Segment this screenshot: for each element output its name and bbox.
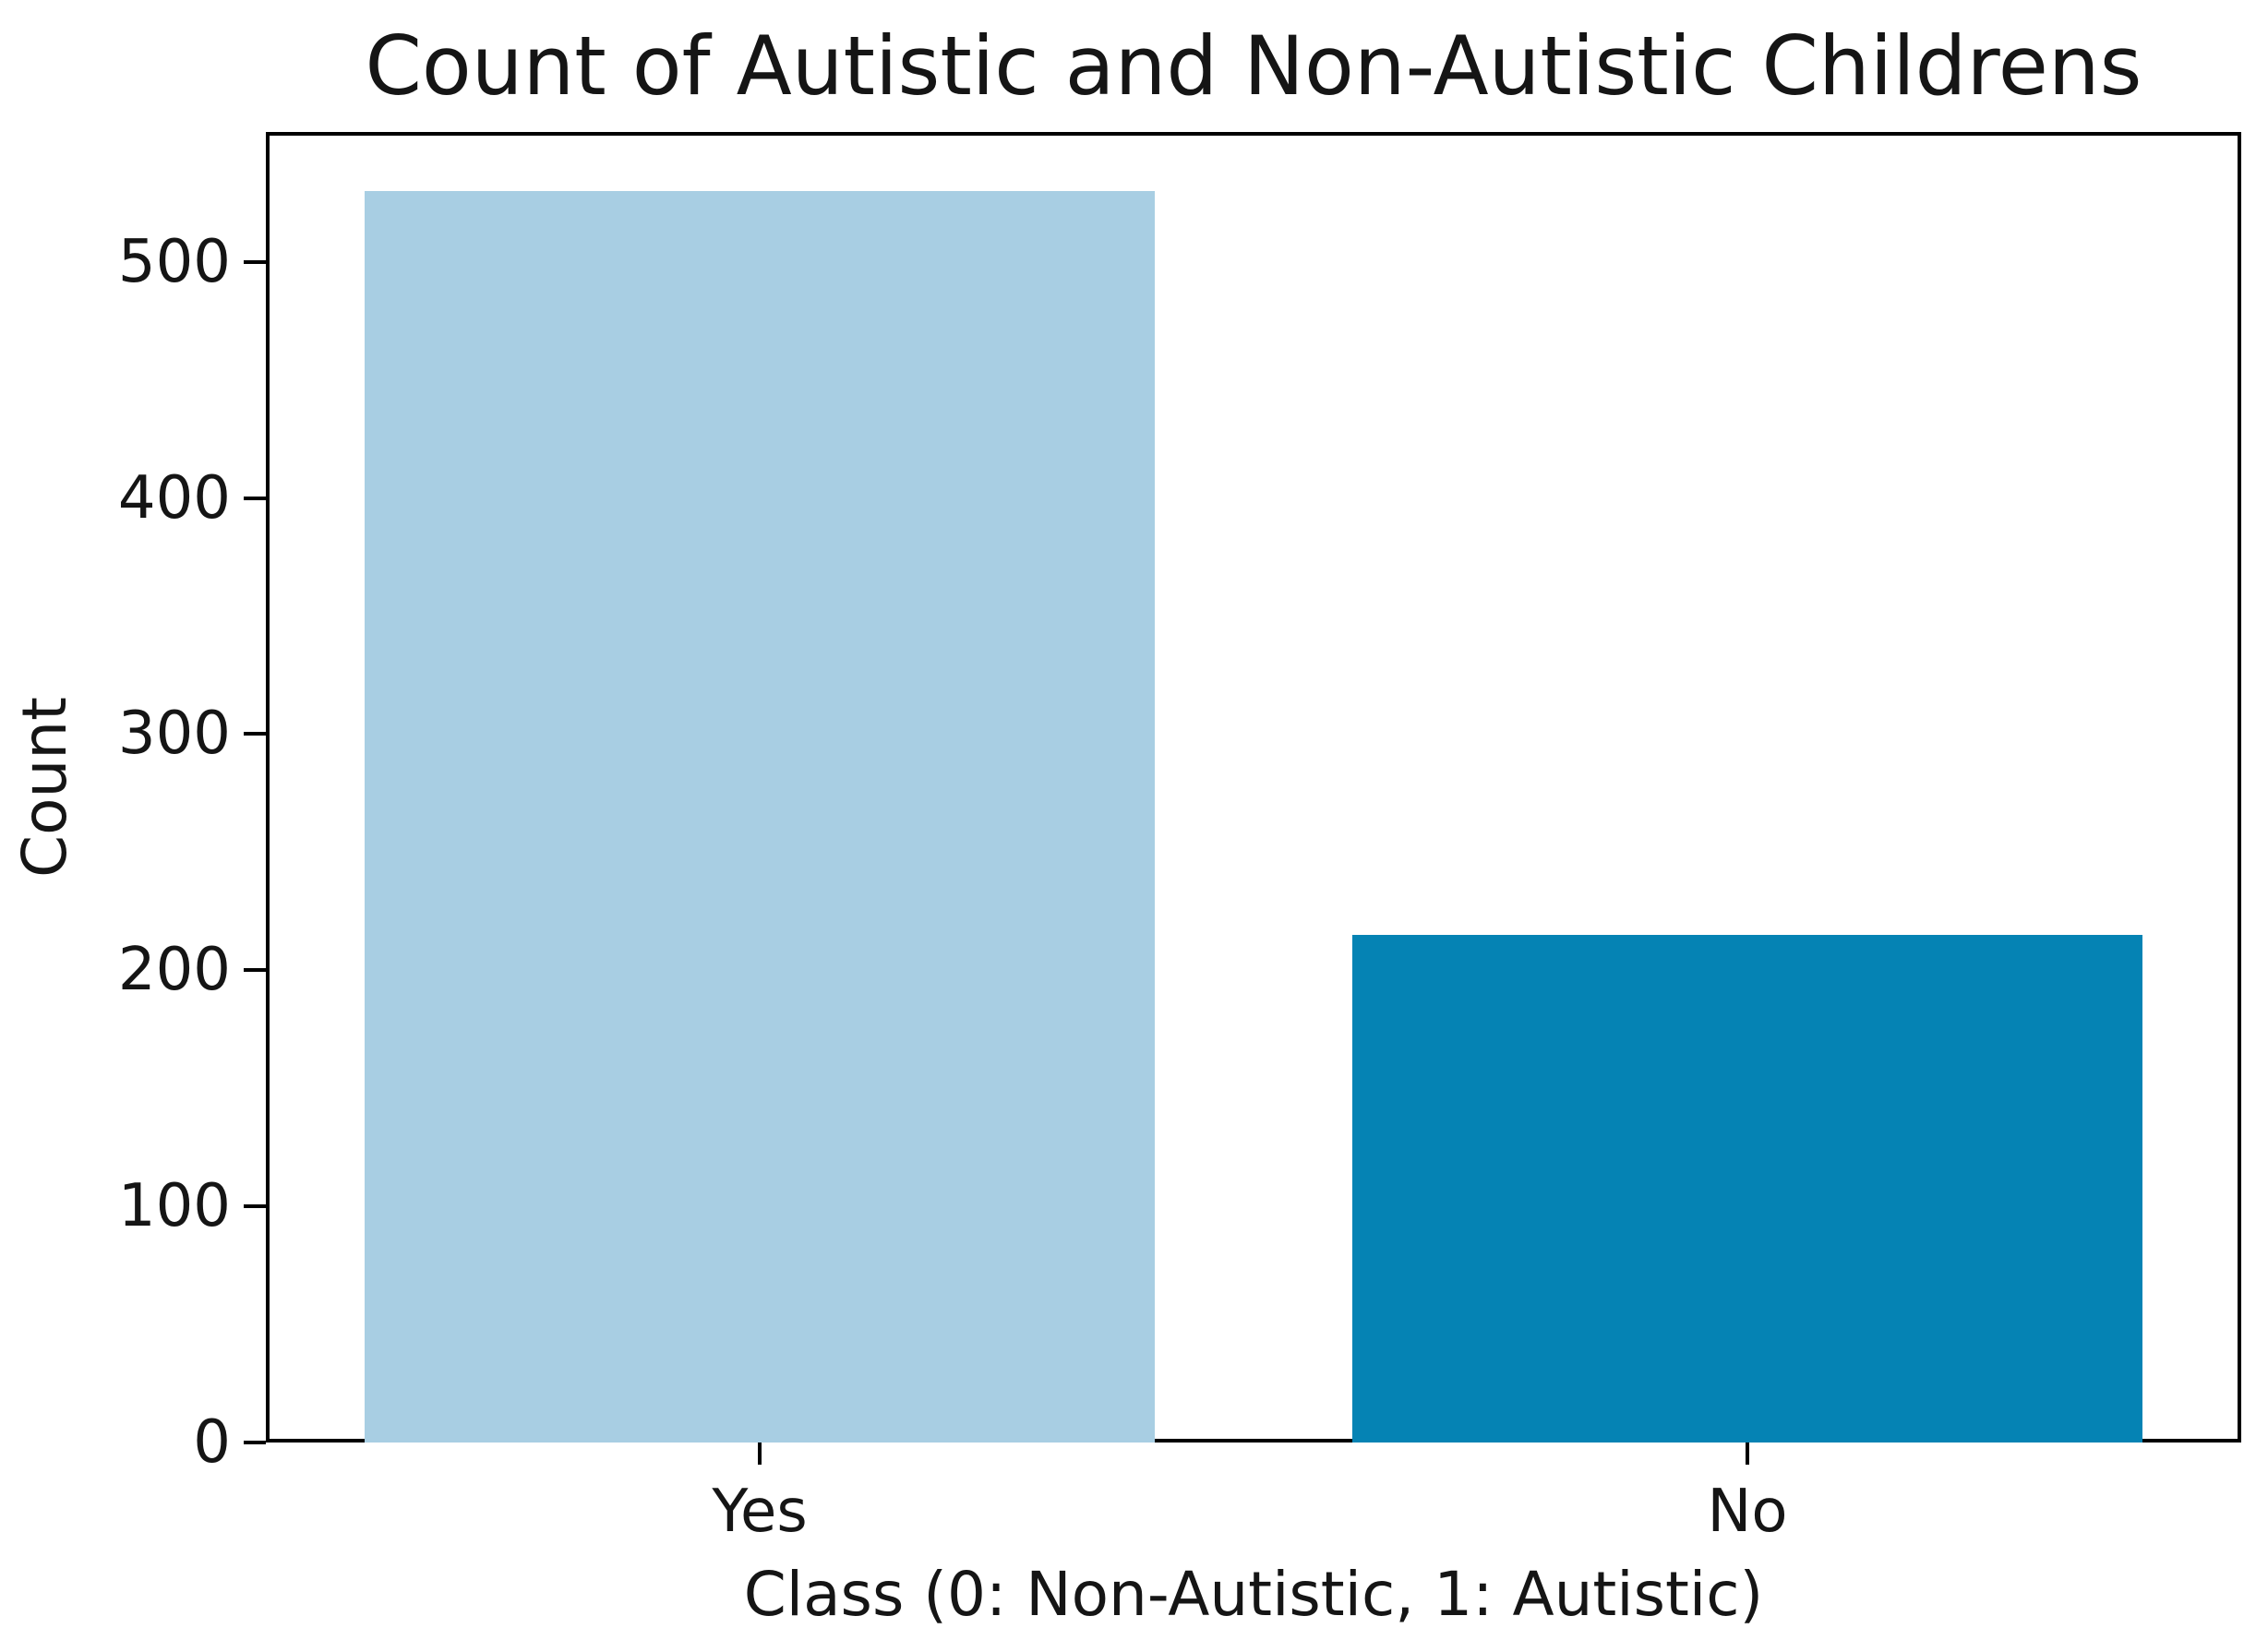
y-tick-100 [244, 1204, 266, 1209]
y-tick-300 [244, 732, 266, 736]
y-tick-200 [244, 968, 266, 973]
x-tick-label-no: No [1707, 1478, 1788, 1546]
y-tick-label-100: 100 [117, 1172, 231, 1241]
y-tick-label-300: 300 [117, 700, 231, 769]
y-tick-label-500: 500 [117, 227, 231, 296]
y-tick-0 [244, 1441, 266, 1444]
x-tick-label-yes: Yes [712, 1478, 808, 1546]
x-axis-label: Class (0: Non-Autistic, 1: Autistic) [743, 1559, 1764, 1630]
y-tick-label-0: 0 [193, 1408, 231, 1477]
plot-area [266, 132, 2241, 1443]
y-tick-500 [244, 259, 266, 264]
bar-yes [365, 190, 1155, 1443]
bar-no [1352, 934, 2142, 1443]
x-tick-no [1746, 1443, 1749, 1465]
y-tick-label-400: 400 [117, 463, 231, 533]
chart-title: Count of Autistic and Non-Autistic Child… [365, 18, 2142, 114]
x-tick-yes [758, 1443, 762, 1465]
y-tick-label-200: 200 [117, 936, 231, 1005]
y-tick-400 [244, 496, 266, 500]
